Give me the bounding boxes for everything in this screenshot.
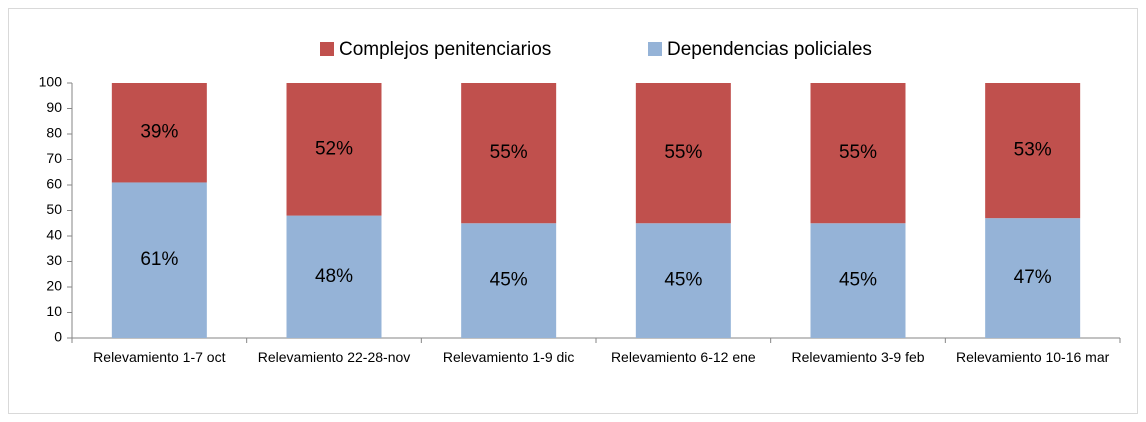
data-label: 47% [1014,267,1052,288]
data-label: 48% [315,266,353,287]
data-label: 45% [664,270,702,291]
x-tick-label: Relevamiento 1-9 dic [442,349,575,365]
y-tick-label: 50 [46,201,62,217]
bar-segment [985,218,1081,338]
x-tick-label: Relevamiento 3-9 feb [791,349,925,365]
bar-segment [810,83,906,224]
bar-segment [286,83,382,216]
bar-segment [635,83,731,224]
data-label: 39% [140,122,178,143]
data-label: 45% [839,270,877,291]
data-label: 53% [1014,140,1052,161]
data-label: 52% [315,138,353,159]
data-label: 55% [664,142,702,163]
x-tick-label: Relevamiento 6-12 ene [610,349,756,365]
data-label: 45% [490,270,528,291]
data-label: 61% [140,249,178,270]
bar-segment [635,223,731,338]
bar-segment [985,83,1081,219]
y-tick-label: 10 [46,303,62,319]
x-tick-label: Relevamiento 22-28-nov [257,349,411,365]
y-tick-label: 30 [46,252,62,268]
y-tick-label: 90 [46,99,62,115]
bar-segment [461,223,557,338]
bar-segment [461,83,557,224]
legend-swatch [648,42,662,56]
y-tick-label: 40 [46,227,62,243]
legend-label: Dependencias policiales [667,39,872,60]
y-tick-label: 0 [54,329,62,345]
legend-label: Complejos penitenciarios [339,39,551,60]
bar-segment [810,223,906,338]
y-tick-label: 20 [46,278,62,294]
bar-segment [111,83,207,183]
x-tick-label: Relevamiento 10-16 mar [956,349,1110,365]
y-tick-label: 70 [46,150,62,166]
y-tick-label: 100 [39,74,63,90]
bar-segment [286,215,382,338]
y-tick-label: 60 [46,176,62,192]
legend-swatch [320,42,334,56]
x-tick-label: Relevamiento 1-7 oct [93,349,226,365]
bar-segment [111,182,207,338]
data-label: 55% [490,142,528,163]
data-label: 55% [839,142,877,163]
y-tick-label: 80 [46,125,62,141]
